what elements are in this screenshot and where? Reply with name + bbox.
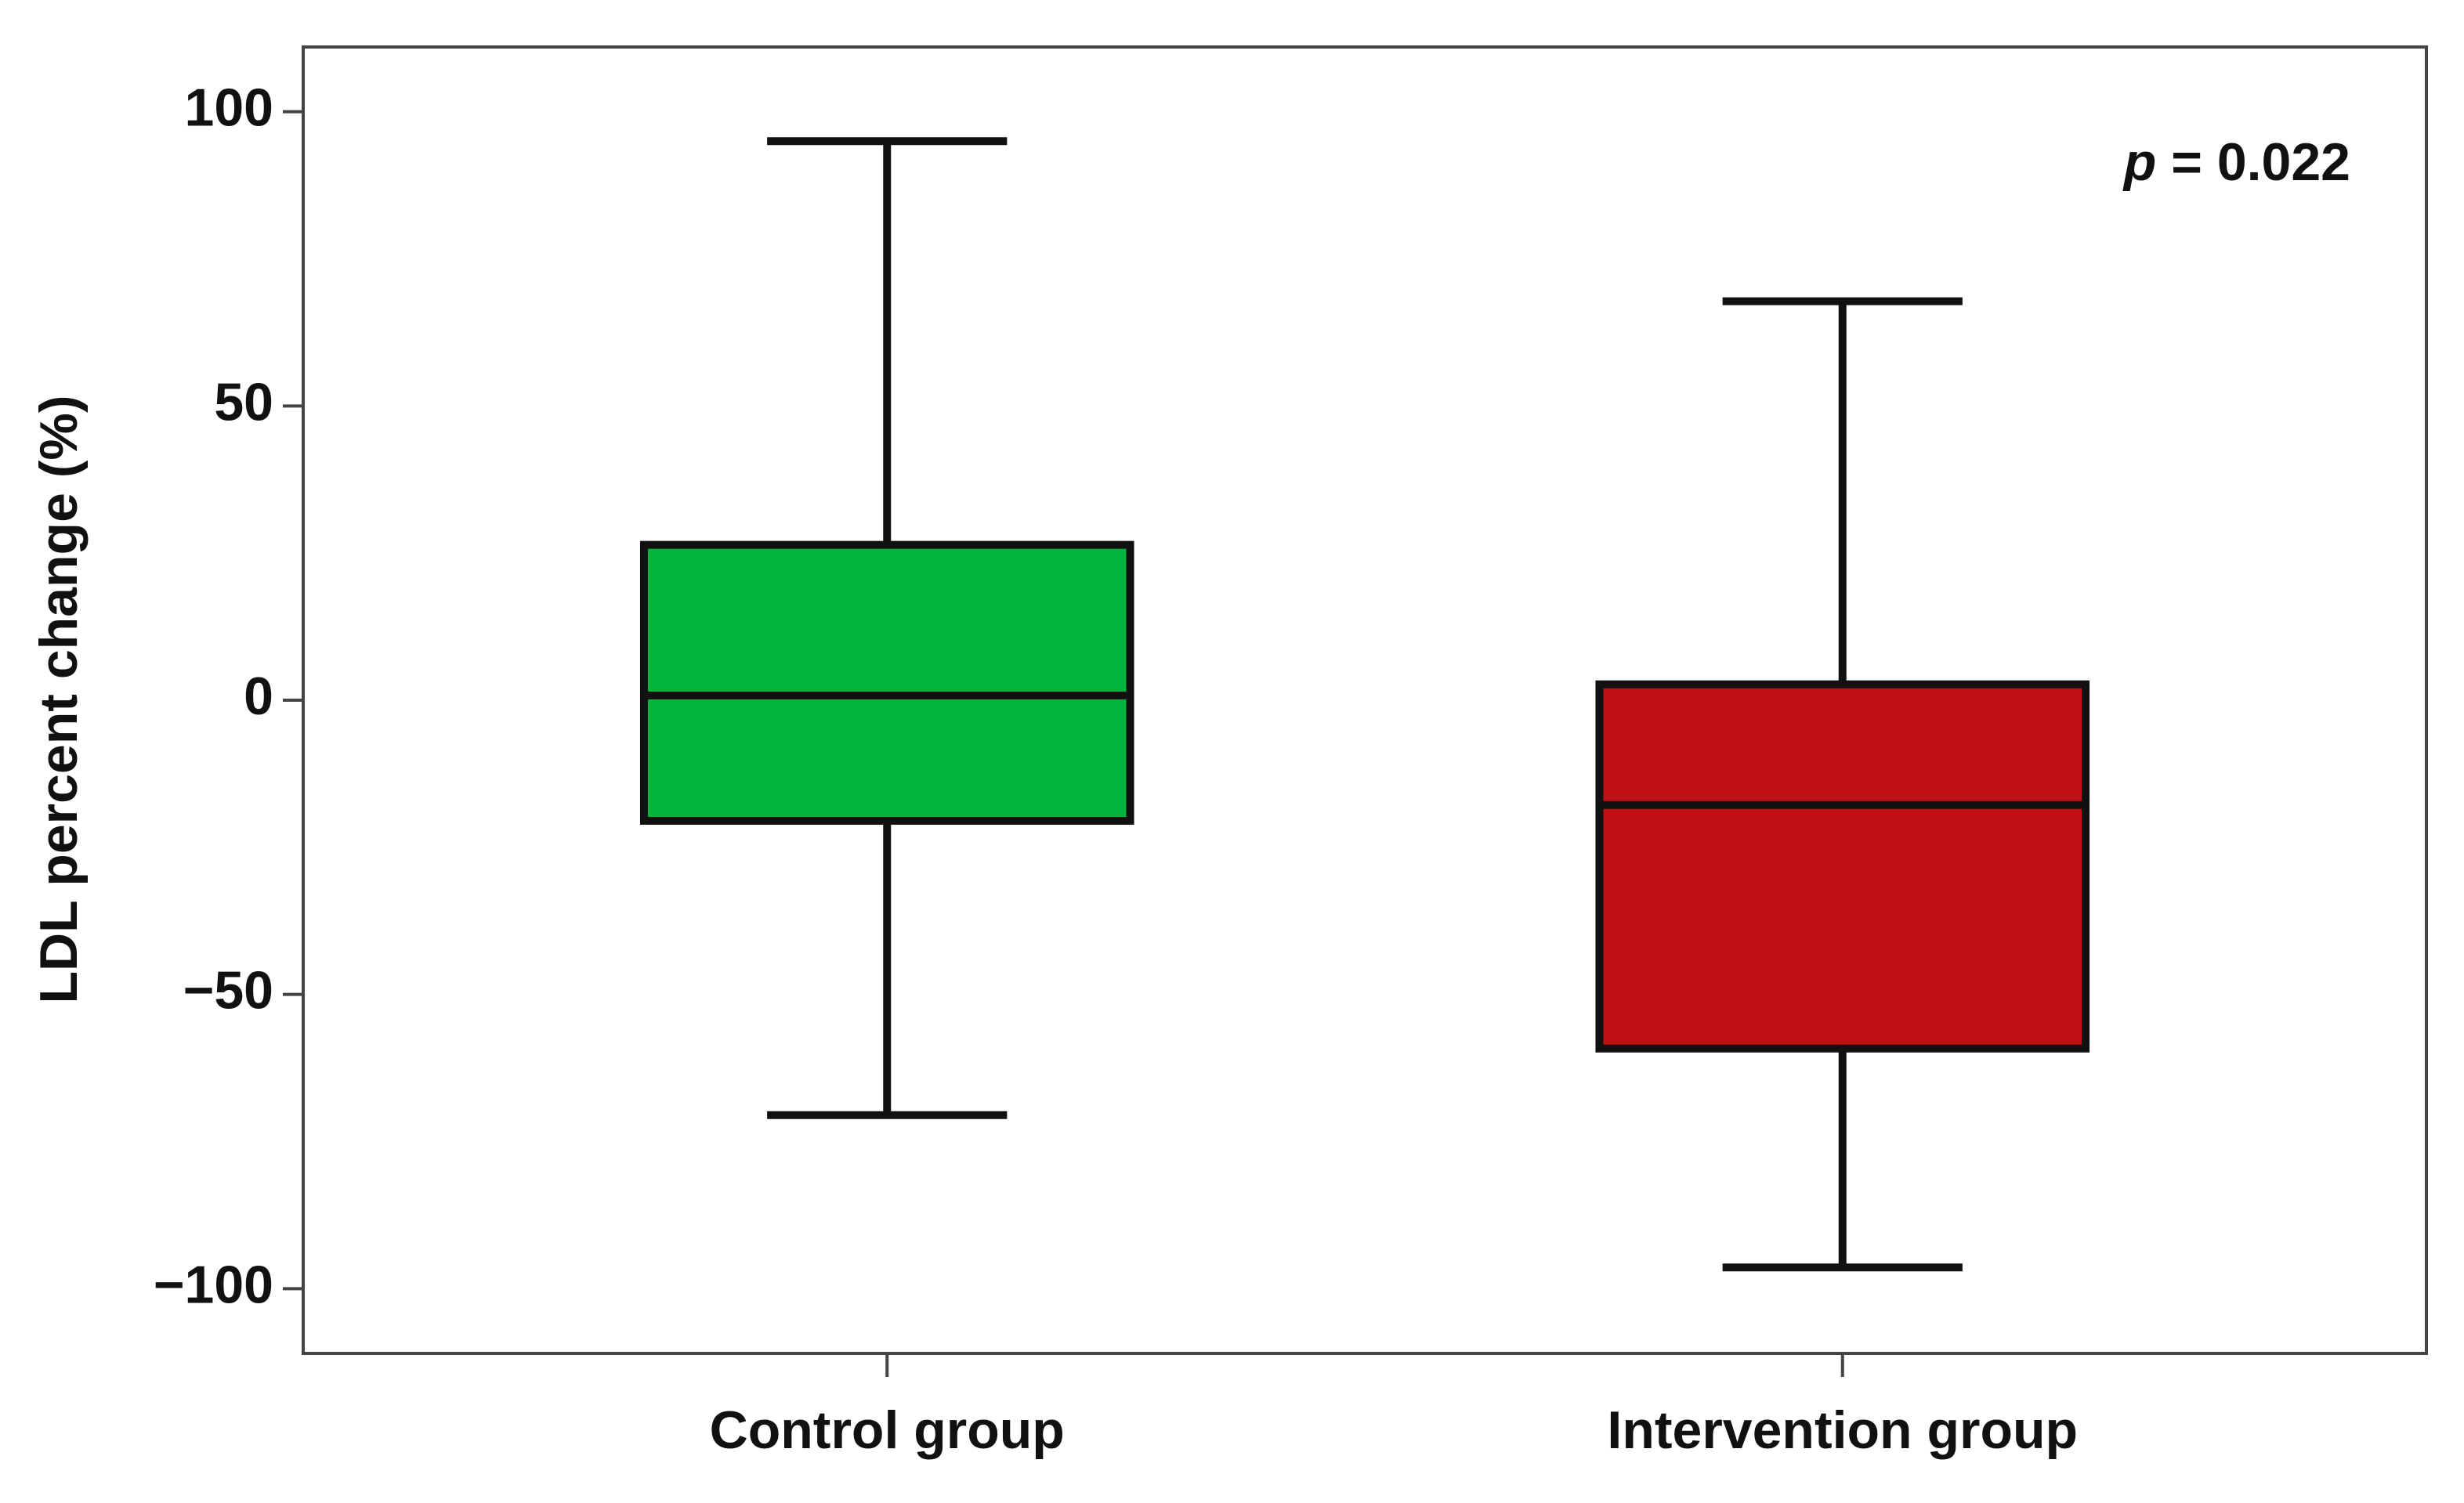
y-tick-label: 50 <box>214 372 273 432</box>
x-tick-label: Intervention group <box>1607 1400 2078 1460</box>
annotation: p = 0.022 <box>2122 132 2350 192</box>
y-tick-label: −50 <box>183 961 273 1021</box>
x-tick-label: Control group <box>710 1400 1065 1460</box>
y-tick-label: 100 <box>185 78 273 138</box>
y-tick-label: −100 <box>154 1255 273 1314</box>
box <box>639 540 1134 826</box>
y-axis-label: LDL percent change (%) <box>29 395 89 1003</box>
plot-frame <box>302 45 2428 1355</box>
y-tick-label: 0 <box>244 667 273 726</box>
box <box>1595 680 2090 1053</box>
